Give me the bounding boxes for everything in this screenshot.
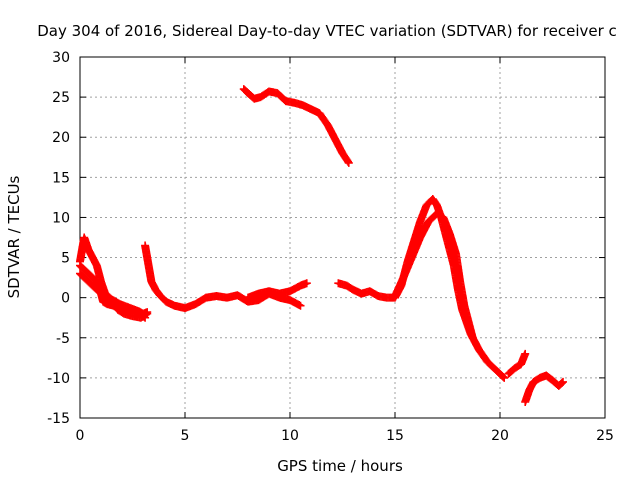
x-tick-label: 15 — [386, 428, 404, 444]
data-point — [143, 309, 152, 318]
y-tick-label: 30 — [52, 50, 70, 66]
data-point — [559, 377, 567, 386]
data-series-3 — [76, 261, 152, 322]
chart-title: Day 304 of 2016, Sidereal Day-to-day VTE… — [37, 22, 617, 40]
y-tick-label: 0 — [61, 291, 70, 307]
y-tick-label: -10 — [47, 371, 70, 387]
data-point — [500, 373, 509, 382]
x-tick-label: 25 — [596, 428, 614, 444]
y-tick-label: 10 — [52, 210, 70, 226]
axis-ticks: 0 5 10 15 20 25 -15 -10 -5 0 5 10 15 20 25 30 — [47, 50, 614, 444]
data-series-9 — [504, 349, 530, 378]
y-tick-label: -5 — [56, 331, 70, 347]
y-tick-label: 25 — [52, 90, 70, 106]
grid — [80, 57, 605, 418]
x-axis-label: GPS time / hours — [277, 457, 403, 475]
data-series-5 — [244, 279, 311, 302]
y-tick-label: 5 — [61, 251, 70, 267]
data-point — [296, 301, 305, 310]
data-point-fill — [499, 372, 508, 381]
data-point — [302, 279, 311, 288]
y-tick-label: 20 — [52, 130, 70, 146]
plot-frame — [79, 56, 606, 419]
data-series-6 — [239, 85, 353, 167]
data-point — [344, 158, 353, 167]
data-series-7 — [334, 194, 509, 382]
plot-border — [79, 56, 606, 419]
x-tick-label: 10 — [281, 428, 299, 444]
data-series-8 — [391, 209, 477, 342]
data-point-fill — [557, 378, 566, 387]
x-tick-label: 5 — [181, 428, 190, 444]
data-points — [76, 85, 567, 406]
data-series-10 — [521, 371, 567, 406]
y-tick-label: 15 — [52, 170, 70, 186]
y-axis-label: SDTVAR / TECUs — [5, 175, 23, 298]
data-series-4 — [141, 241, 305, 313]
x-tick-label: 0 — [76, 428, 85, 444]
data-point — [468, 333, 477, 342]
data-point — [521, 349, 530, 358]
y-tick-label: -15 — [47, 411, 70, 427]
x-tick-label: 20 — [491, 428, 509, 444]
data-point-fill — [141, 310, 150, 319]
